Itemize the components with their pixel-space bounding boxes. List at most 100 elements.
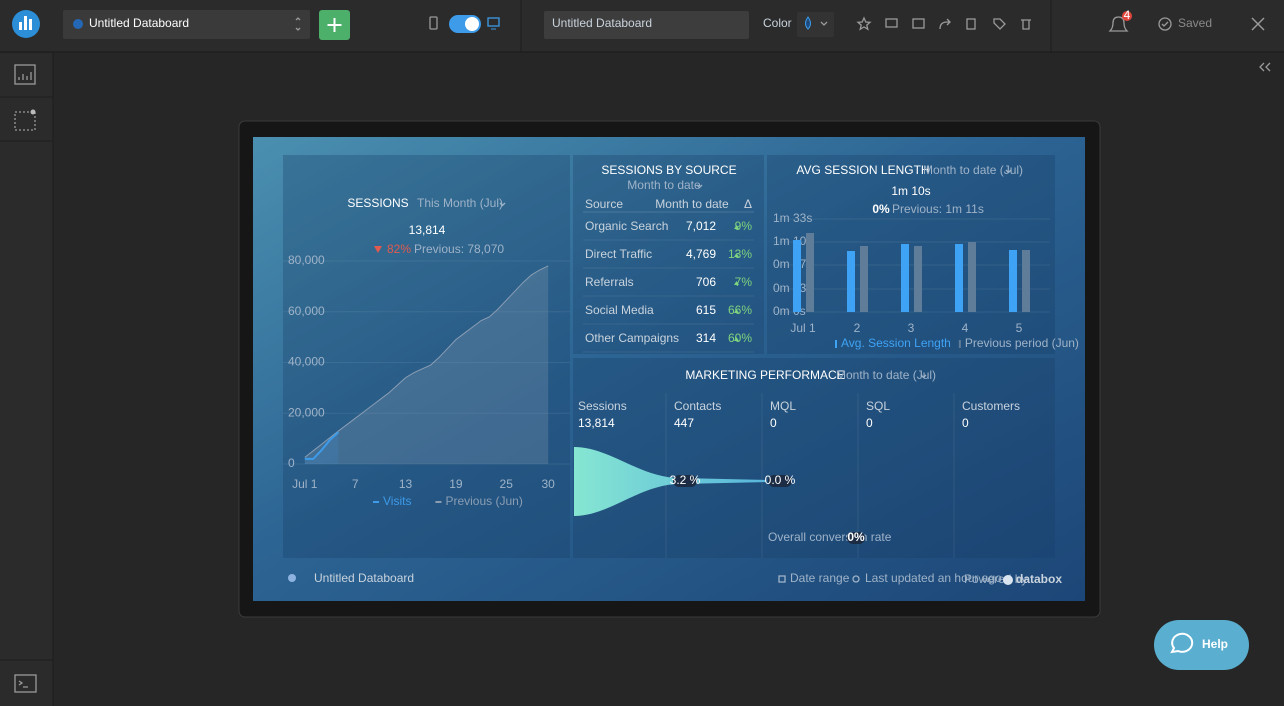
legend-label: Previous (Jun) [445, 494, 522, 508]
notifications-icon[interactable] [1108, 16, 1129, 32]
sessions-widget[interactable] [283, 155, 570, 558]
source-name: Social Media [585, 303, 654, 317]
tag-icon[interactable] [993, 18, 1006, 30]
source-name: Organic Search [585, 219, 668, 233]
add-datablock-icon[interactable] [14, 109, 36, 131]
refresh-icon [852, 575, 860, 583]
funnel [574, 447, 766, 516]
y-tick-label: 20,000 [288, 405, 325, 419]
x-tick-label: Jul 1 [790, 321, 816, 335]
source-change: 9% [735, 219, 753, 233]
source-value: 615 [696, 303, 716, 317]
notification-count: 4 [1124, 8, 1131, 22]
sources-widget[interactable] [573, 155, 764, 354]
board-selector[interactable] [63, 10, 310, 39]
sessions-headline: 13,814 [409, 223, 446, 237]
image-icon[interactable] [912, 18, 925, 29]
help-button[interactable] [1154, 620, 1249, 670]
up-arrow [734, 337, 739, 341]
rate-badge [768, 475, 792, 487]
chevron [499, 202, 506, 207]
notification-badge [1122, 11, 1132, 21]
tv-icon[interactable] [885, 18, 898, 28]
footer-updated: Last updated an hour ago [865, 571, 1002, 585]
stage-label: Customers [962, 399, 1020, 413]
help-label: Help [1202, 637, 1228, 651]
avg-session-widget[interactable] [767, 155, 1055, 354]
close-button[interactable] [1251, 17, 1265, 31]
console-icon[interactable] [14, 674, 37, 693]
rate-label: 3.2 % [670, 473, 701, 487]
share-icon[interactable] [939, 18, 951, 30]
add-button[interactable] [319, 10, 350, 40]
favorite-icon[interactable] [856, 16, 872, 31]
sessions-comparison: Previous: 78,070 [414, 242, 504, 256]
stage-label: SQL [866, 399, 890, 413]
y-tick-label: 60,000 [288, 304, 325, 318]
x-tick-label: 25 [500, 477, 514, 491]
title-input-text: Untitled Databoard [552, 16, 652, 30]
title-input[interactable] [544, 11, 749, 39]
calendar-icon [778, 575, 786, 583]
chevron [696, 184, 703, 189]
series-line [304, 265, 549, 458]
bar [968, 242, 976, 312]
color-label: Color [763, 16, 792, 30]
x-tick-label: 3 [908, 321, 915, 335]
sessions-period[interactable]: This Month (Jul) [417, 196, 503, 210]
legend-marker [835, 340, 837, 348]
sessions-chart: 80,000 60,000 40,000 20,000 0 Jul 1 7 13 19 25 30 V… [283, 253, 570, 508]
bar [1022, 250, 1030, 312]
copy-icon[interactable] [966, 18, 976, 30]
y-tick-label: 1m 10s [773, 234, 812, 248]
legend-label: Avg. Session Length [841, 336, 951, 350]
view-toggle[interactable] [449, 15, 481, 33]
sessions-title: SESSIONS [347, 196, 408, 210]
source-name: Direct Traffic [585, 247, 652, 261]
rate-badge [673, 475, 697, 487]
bar [914, 246, 922, 312]
mobile-icon[interactable] [429, 16, 438, 30]
column-header: Month to date [655, 197, 729, 211]
x-tick-label: 5 [1016, 321, 1023, 335]
color-picker[interactable] [797, 12, 834, 37]
marketing-stages: Sessions 13,814 Contacts 447 MQL 0 SQL 0 Custome… [578, 393, 1020, 558]
overall-label: Overall conversion rate [768, 530, 892, 544]
avg-period[interactable]: Month to date (Jul) [923, 163, 1023, 177]
databoard-screen [253, 137, 1085, 601]
selector-arrows [295, 17, 301, 31]
rate-badge [847, 532, 865, 544]
bar [955, 244, 963, 312]
source-change: 60% [728, 331, 752, 345]
sidebar [0, 53, 53, 706]
overall-value: 0% [847, 530, 865, 544]
desktop-icon[interactable] [487, 17, 500, 30]
marketing-widget[interactable] [573, 358, 1055, 558]
source-change: 13% [728, 247, 752, 261]
x-tick-label: 13 [399, 477, 413, 491]
column-header: Δ [744, 197, 752, 211]
bar [793, 240, 801, 312]
sources-period[interactable]: Month to date [627, 178, 701, 192]
databoards-icon[interactable] [14, 64, 36, 85]
bar [901, 244, 909, 312]
marketing-period[interactable]: Month to date (Jul) [836, 368, 936, 382]
y-tick-label: 40,000 [288, 355, 325, 369]
source-change: 66% [728, 303, 752, 317]
stage-value: 13,814 [578, 416, 615, 430]
sessions-change: 82% [387, 242, 411, 256]
collapse-button[interactable] [1259, 62, 1271, 72]
series-line [304, 431, 340, 460]
footer-icon [288, 574, 296, 582]
rate-label: 0.0 % [765, 473, 796, 487]
legend-marker [958, 340, 961, 348]
avg-headline: 1m 10s [891, 184, 930, 198]
stage-value: 447 [674, 416, 694, 430]
legend-label: Previous period (Jun) [965, 336, 1079, 350]
delete-icon[interactable] [1021, 19, 1031, 30]
logo[interactable] [12, 10, 40, 38]
saved-check [1161, 21, 1169, 27]
avg-comparison: Previous: 1m 11s [892, 202, 984, 216]
brand-logo [1003, 575, 1013, 585]
